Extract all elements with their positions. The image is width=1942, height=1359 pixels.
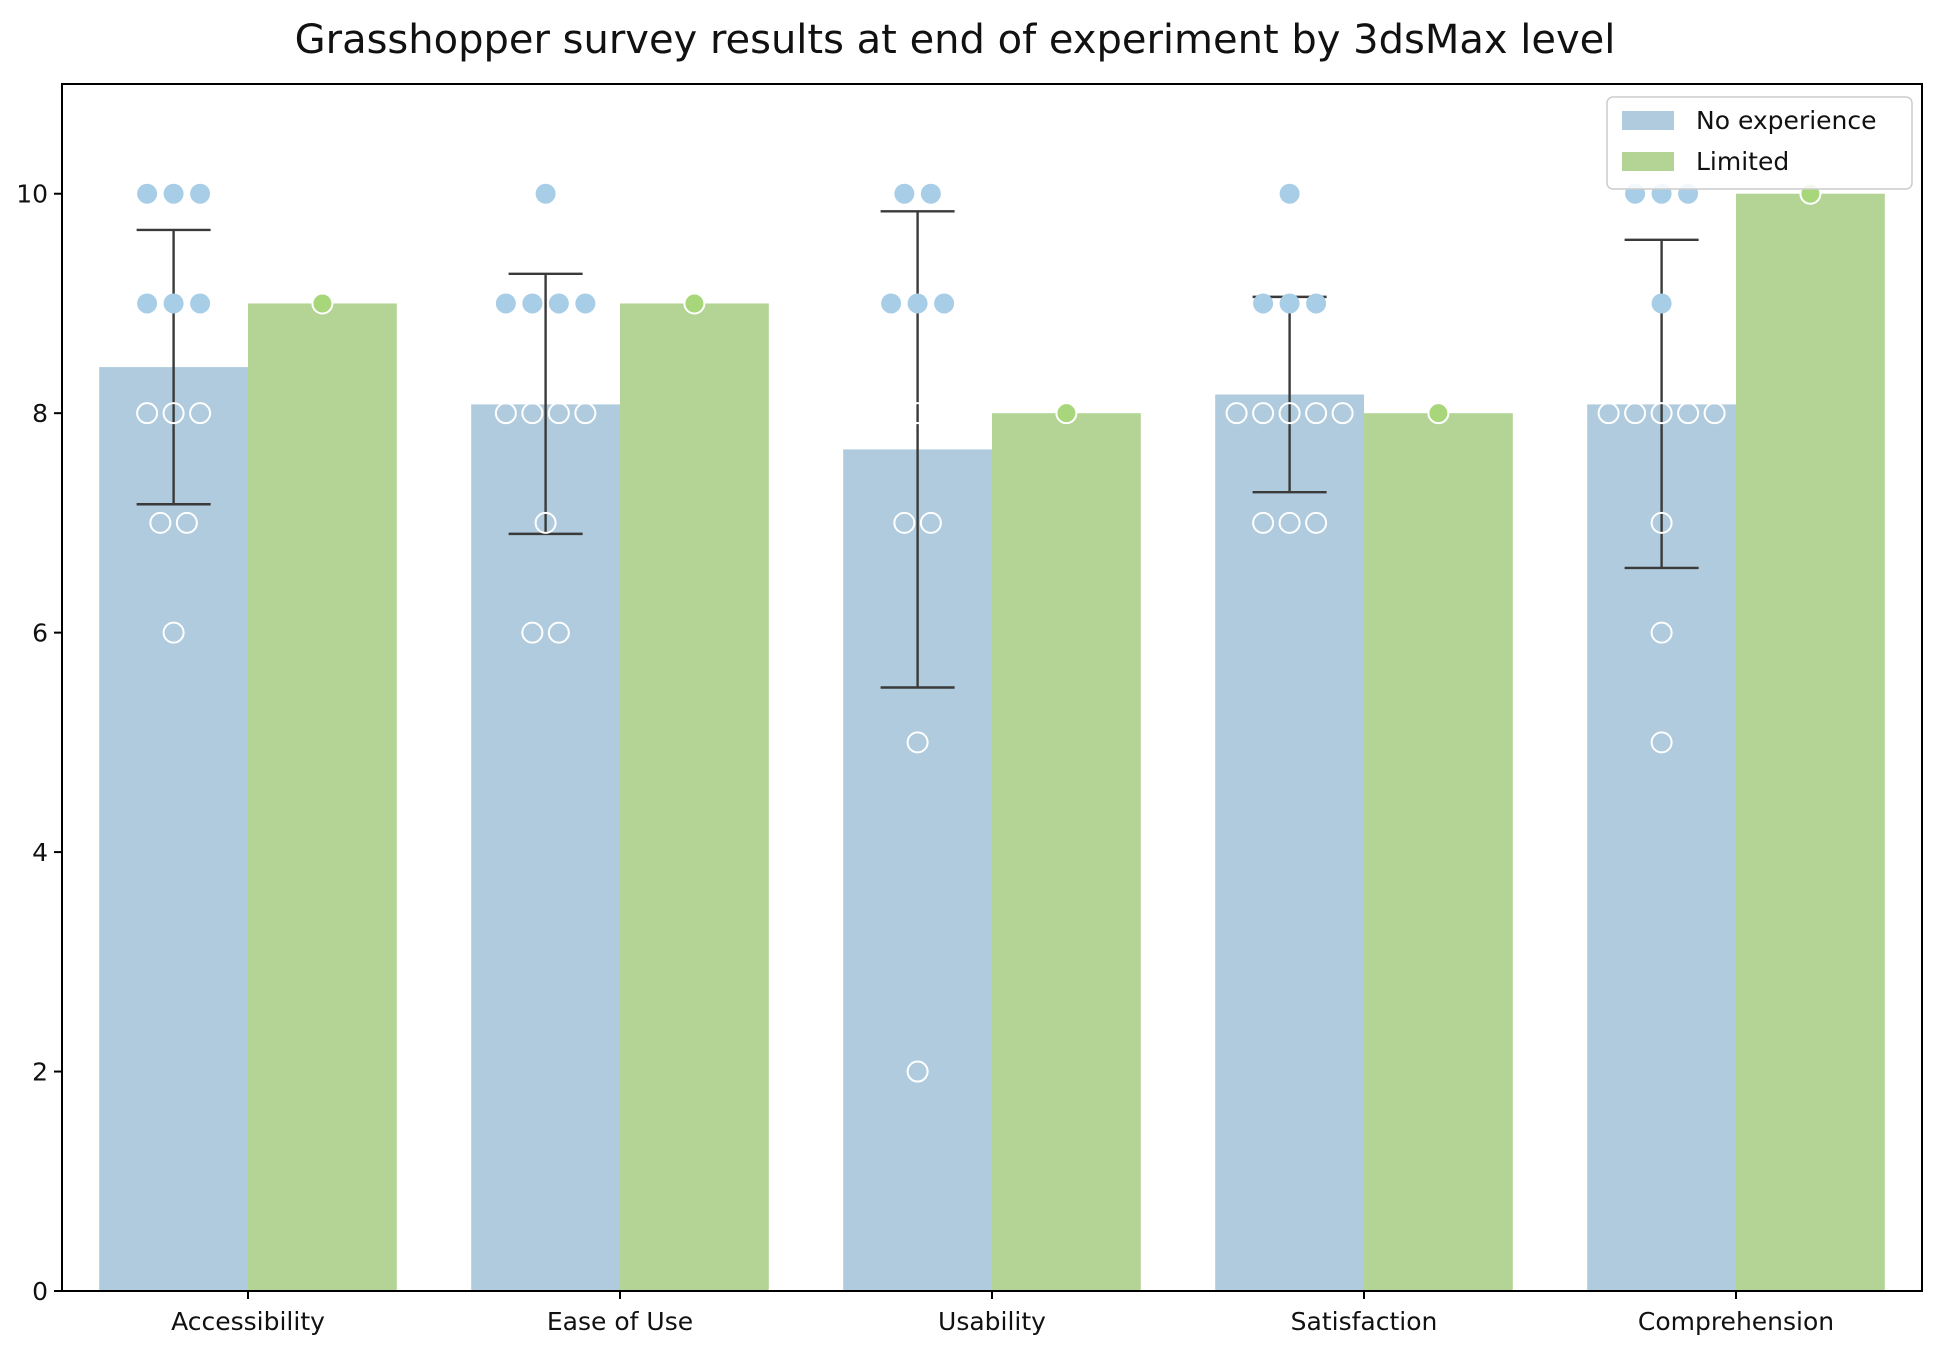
y-tick-label: 2 [32, 1058, 48, 1087]
points-layer [136, 182, 1822, 1083]
legend-swatch [1622, 152, 1674, 171]
data-point-limited [1427, 402, 1450, 425]
legend: No experience Limited [1606, 96, 1913, 190]
data-point-no-experience [1651, 293, 1672, 314]
data-point-no-experience [907, 293, 928, 314]
y-tick-label: 8 [32, 399, 48, 428]
data-point-no-experience [881, 293, 902, 314]
data-point-limited [311, 292, 334, 315]
x-tick-label: Satisfaction [1291, 1307, 1438, 1336]
data-point-no-experience [1650, 511, 1673, 534]
data-point-no-experience [547, 621, 570, 644]
data-point-no-experience [934, 293, 955, 314]
y-tick-label: 0 [32, 1277, 48, 1306]
data-point-no-experience [893, 511, 916, 534]
data-point-no-experience [137, 183, 158, 204]
data-point-no-experience [522, 293, 543, 314]
data-point-no-experience [933, 402, 956, 425]
data-point-no-experience [1331, 402, 1354, 425]
bar-limited [1364, 413, 1513, 1291]
data-point-no-experience [163, 183, 184, 204]
data-point-no-experience [190, 293, 211, 314]
data-point-no-experience [548, 293, 569, 314]
data-point-no-experience [906, 402, 929, 425]
data-point-no-experience [1279, 293, 1300, 314]
data-point-no-experience [1252, 402, 1275, 425]
bar-limited [1736, 193, 1885, 1291]
data-point-no-experience [1306, 293, 1327, 314]
data-point-no-experience [1677, 402, 1700, 425]
data-point-no-experience [894, 183, 915, 204]
bar-limited [248, 303, 397, 1291]
data-point-no-experience [1225, 402, 1248, 425]
x-tick-label: Usability [938, 1307, 1046, 1336]
data-point-no-experience [494, 402, 517, 425]
data-point-no-experience [136, 402, 159, 425]
data-point-no-experience [906, 731, 929, 754]
data-point-no-experience [906, 1060, 929, 1083]
bar-no-experience [99, 367, 248, 1291]
data-point-no-experience [149, 511, 172, 534]
x-tick-label: Ease of Use [547, 1307, 693, 1336]
data-point-no-experience [162, 402, 185, 425]
bar-limited [992, 413, 1141, 1291]
data-point-no-experience [1278, 511, 1301, 534]
y-tick-label: 4 [32, 838, 48, 867]
data-point-no-experience [574, 402, 597, 425]
data-point-no-experience [1597, 402, 1620, 425]
legend-label: No experience [1696, 106, 1877, 135]
y-tick-label: 10 [16, 180, 48, 209]
axes-layer: 0 2 4 6 8 10 Accessibility Ease of Use Usability… [16, 83, 1923, 1336]
data-point-no-experience [521, 621, 544, 644]
chart-title: Grasshopper survey results at end of exp… [295, 17, 1616, 63]
data-point-no-experience [1253, 293, 1274, 314]
data-point-no-experience [162, 621, 185, 644]
data-point-no-experience [1650, 731, 1673, 754]
data-point-no-experience [1703, 402, 1726, 425]
data-point-no-experience [1305, 511, 1328, 534]
data-point-no-experience [1650, 402, 1673, 425]
data-point-no-experience [163, 293, 184, 314]
legend-box [1606, 96, 1913, 190]
data-point-no-experience [1252, 511, 1275, 534]
y-tick-label: 6 [32, 619, 48, 648]
legend-swatch [1622, 111, 1674, 130]
data-point-limited [683, 292, 706, 315]
bar-no-experience [1215, 394, 1364, 1291]
data-point-no-experience [190, 183, 211, 204]
data-point-no-experience [521, 402, 544, 425]
data-point-no-experience [535, 183, 556, 204]
data-point-no-experience [1278, 402, 1301, 425]
x-tick-label: Comprehension [1638, 1307, 1834, 1336]
data-point-no-experience [880, 402, 903, 425]
data-point-no-experience [575, 293, 596, 314]
bars-layer [99, 193, 1885, 1291]
data-point-limited [1055, 402, 1078, 425]
data-point-no-experience [175, 511, 198, 534]
data-point-no-experience [1279, 183, 1300, 204]
legend-label: Limited [1696, 147, 1789, 176]
data-point-no-experience [547, 402, 570, 425]
data-point-no-experience [189, 402, 212, 425]
data-point-no-experience [1305, 402, 1328, 425]
bar-no-experience [471, 404, 620, 1291]
data-point-no-experience [495, 293, 516, 314]
data-point-no-experience [1650, 621, 1673, 644]
data-point-no-experience [1624, 402, 1647, 425]
x-tick-label: Accessibility [171, 1307, 325, 1336]
data-point-no-experience [137, 293, 158, 314]
data-point-no-experience [534, 511, 557, 534]
bar-limited [620, 303, 769, 1291]
data-point-no-experience [920, 183, 941, 204]
data-point-no-experience [919, 511, 942, 534]
